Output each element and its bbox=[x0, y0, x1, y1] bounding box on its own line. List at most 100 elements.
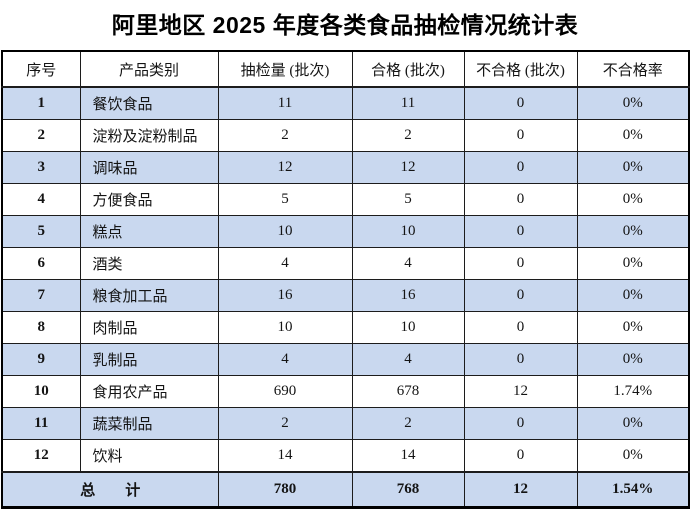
cell-rate: 0% bbox=[576, 311, 690, 344]
cell-no: 6 bbox=[1, 247, 81, 280]
cell-category: 蔬菜制品 bbox=[79, 407, 219, 440]
cell-unqualified: 0 bbox=[463, 183, 578, 216]
cell-qualified: 14 bbox=[351, 439, 465, 473]
cell-category: 粮食加工品 bbox=[79, 279, 219, 312]
cell-qualified: 16 bbox=[351, 279, 465, 312]
cell-sampled: 10 bbox=[217, 215, 353, 248]
cell-category: 餐饮食品 bbox=[79, 86, 219, 120]
cell-qualified: 678 bbox=[351, 375, 465, 408]
cell-sampled: 2 bbox=[217, 119, 353, 152]
table-row: 12 饮料 14 14 0 0% bbox=[1, 439, 690, 473]
cell-qualified: 2 bbox=[351, 407, 465, 440]
cell-no: 7 bbox=[1, 279, 81, 312]
cell-sampled: 2 bbox=[217, 407, 353, 440]
cell-no: 4 bbox=[1, 183, 81, 216]
cell-rate: 0% bbox=[576, 119, 690, 152]
total-unqualified: 12 bbox=[463, 471, 578, 508]
cell-rate: 0% bbox=[576, 183, 690, 216]
cell-sampled: 12 bbox=[217, 151, 353, 184]
cell-no: 11 bbox=[1, 407, 81, 440]
cell-category: 方便食品 bbox=[79, 183, 219, 216]
column-header-rate: 不合格率 bbox=[576, 50, 690, 88]
total-label: 总 计 bbox=[1, 471, 219, 508]
column-header-category: 产品类别 bbox=[79, 50, 219, 88]
table-row: 7 粮食加工品 16 16 0 0% bbox=[1, 279, 690, 312]
cell-rate: 0% bbox=[576, 151, 690, 184]
cell-no: 5 bbox=[1, 215, 81, 248]
cell-category: 糕点 bbox=[79, 215, 219, 248]
cell-no: 1 bbox=[1, 86, 81, 120]
table-row: 8 肉制品 10 10 0 0% bbox=[1, 311, 690, 344]
cell-qualified: 12 bbox=[351, 151, 465, 184]
cell-unqualified: 0 bbox=[463, 86, 578, 120]
cell-qualified: 10 bbox=[351, 215, 465, 248]
cell-category: 乳制品 bbox=[79, 343, 219, 376]
page-title: 阿里地区 2025 年度各类食品抽检情况统计表 bbox=[111, 12, 579, 38]
table-body: 1 餐饮食品 11 11 0 0% 2 淀粉及淀粉制品 2 2 0 0% 3 调… bbox=[1, 86, 690, 508]
cell-qualified: 4 bbox=[351, 343, 465, 376]
cell-sampled: 5 bbox=[217, 183, 353, 216]
cell-unqualified: 0 bbox=[463, 343, 578, 376]
cell-sampled: 16 bbox=[217, 279, 353, 312]
table-row: 1 餐饮食品 11 11 0 0% bbox=[1, 86, 690, 120]
cell-unqualified: 12 bbox=[463, 375, 578, 408]
cell-no: 3 bbox=[1, 151, 81, 184]
cell-unqualified: 0 bbox=[463, 151, 578, 184]
cell-unqualified: 0 bbox=[463, 247, 578, 280]
cell-unqualified: 0 bbox=[463, 215, 578, 248]
table-row: 5 糕点 10 10 0 0% bbox=[1, 215, 690, 248]
cell-unqualified: 0 bbox=[463, 279, 578, 312]
column-header-qualified: 合格 (批次) bbox=[351, 50, 465, 88]
cell-category: 肉制品 bbox=[79, 311, 219, 344]
total-sampled: 780 bbox=[217, 471, 353, 508]
table-row: 4 方便食品 5 5 0 0% bbox=[1, 183, 690, 216]
cell-rate: 0% bbox=[576, 215, 690, 248]
cell-unqualified: 0 bbox=[463, 407, 578, 440]
cell-category: 饮料 bbox=[79, 439, 219, 473]
cell-unqualified: 0 bbox=[463, 119, 578, 152]
cell-category: 淀粉及淀粉制品 bbox=[79, 119, 219, 152]
cell-rate: 0% bbox=[576, 86, 690, 120]
table-total-row: 总 计 780 768 12 1.54% bbox=[1, 471, 690, 508]
cell-category: 调味品 bbox=[79, 151, 219, 184]
cell-sampled: 14 bbox=[217, 439, 353, 473]
total-qualified: 768 bbox=[351, 471, 465, 508]
cell-sampled: 10 bbox=[217, 311, 353, 344]
cell-sampled: 4 bbox=[217, 247, 353, 280]
table-row: 9 乳制品 4 4 0 0% bbox=[1, 343, 690, 376]
cell-no: 9 bbox=[1, 343, 81, 376]
cell-rate: 0% bbox=[576, 439, 690, 473]
statistics-table: 序号 产品类别 抽检量 (批次) 合格 (批次) 不合格 (批次) 不合格率 1… bbox=[1, 50, 690, 509]
table-header: 序号 产品类别 抽检量 (批次) 合格 (批次) 不合格 (批次) 不合格率 bbox=[1, 50, 690, 88]
cell-qualified: 2 bbox=[351, 119, 465, 152]
cell-sampled: 11 bbox=[217, 86, 353, 120]
cell-no: 12 bbox=[1, 439, 81, 473]
cell-no: 8 bbox=[1, 311, 81, 344]
cell-unqualified: 0 bbox=[463, 311, 578, 344]
table-row: 10 食用农产品 690 678 12 1.74% bbox=[1, 375, 690, 408]
cell-qualified: 5 bbox=[351, 183, 465, 216]
cell-no: 10 bbox=[1, 375, 81, 408]
cell-unqualified: 0 bbox=[463, 439, 578, 473]
table-row: 2 淀粉及淀粉制品 2 2 0 0% bbox=[1, 119, 690, 152]
cell-category: 食用农产品 bbox=[79, 375, 219, 408]
cell-no: 2 bbox=[1, 119, 81, 152]
cell-qualified: 4 bbox=[351, 247, 465, 280]
header-row: 序号 产品类别 抽检量 (批次) 合格 (批次) 不合格 (批次) 不合格率 bbox=[1, 50, 690, 88]
cell-category: 酒类 bbox=[79, 247, 219, 280]
cell-qualified: 11 bbox=[351, 86, 465, 120]
total-rate: 1.54% bbox=[576, 471, 690, 508]
cell-rate: 0% bbox=[576, 407, 690, 440]
cell-rate: 1.74% bbox=[576, 375, 690, 408]
column-header-unqualified: 不合格 (批次) bbox=[463, 50, 578, 88]
cell-rate: 0% bbox=[576, 247, 690, 280]
cell-sampled: 690 bbox=[217, 375, 353, 408]
table-row: 11 蔬菜制品 2 2 0 0% bbox=[1, 407, 690, 440]
column-header-sampled: 抽检量 (批次) bbox=[217, 50, 353, 88]
table-row: 6 酒类 4 4 0 0% bbox=[1, 247, 690, 280]
cell-sampled: 4 bbox=[217, 343, 353, 376]
cell-rate: 0% bbox=[576, 279, 690, 312]
cell-rate: 0% bbox=[576, 343, 690, 376]
column-header-no: 序号 bbox=[1, 50, 81, 88]
cell-qualified: 10 bbox=[351, 311, 465, 344]
